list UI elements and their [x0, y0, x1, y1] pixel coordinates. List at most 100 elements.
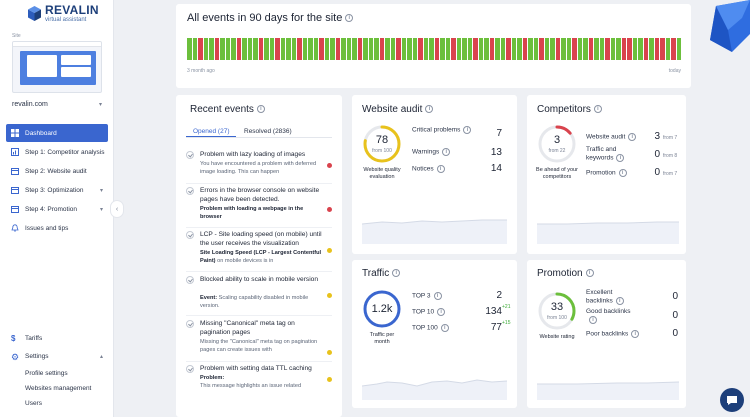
- nav-issues-tips[interactable]: Issues and tips: [6, 219, 108, 237]
- timeline-day-bar[interactable]: [396, 38, 401, 60]
- nav-promotion[interactable]: Step 4: Promotion ▾: [6, 200, 108, 218]
- timeline-day-bar[interactable]: [407, 38, 412, 60]
- check-icon[interactable]: [186, 231, 194, 239]
- nav-website-audit[interactable]: Step 2: Website audit: [6, 162, 108, 180]
- timeline-day-bar[interactable]: [341, 38, 346, 60]
- nav-competitor-analysis[interactable]: Step 1: Competitor analysis: [6, 143, 108, 161]
- info-icon[interactable]: i: [425, 105, 434, 114]
- timeline-day-bar[interactable]: [258, 38, 263, 60]
- timeline-day-bar[interactable]: [434, 38, 439, 60]
- timeline-day-bar[interactable]: [236, 38, 241, 60]
- timeline-day-bar[interactable]: [544, 38, 549, 60]
- timeline-day-bar[interactable]: [275, 38, 280, 60]
- timeline-day-bar[interactable]: [368, 38, 373, 60]
- timeline-day-bar[interactable]: [225, 38, 230, 60]
- timeline-day-bar[interactable]: [401, 38, 406, 60]
- info-icon[interactable]: i: [345, 14, 354, 23]
- timeline-day-bar[interactable]: [528, 38, 533, 60]
- info-icon[interactable]: i: [440, 324, 449, 332]
- nav-users[interactable]: Users: [25, 400, 42, 407]
- event-item[interactable]: Blocked ability to scale in mobile versi…: [186, 276, 336, 314]
- timeline-day-bar[interactable]: [363, 38, 368, 60]
- timeline-day-bar[interactable]: [478, 38, 483, 60]
- event-item[interactable]: Problem with lazy loading of images You …: [186, 151, 336, 183]
- timeline-day-bar[interactable]: [335, 38, 340, 60]
- collapse-sidebar-button[interactable]: ‹: [110, 200, 124, 218]
- timeline-day-bar[interactable]: [583, 38, 588, 60]
- timeline-day-bar[interactable]: [462, 38, 467, 60]
- check-icon[interactable]: [186, 151, 194, 159]
- timeline-day-bar[interactable]: [390, 38, 395, 60]
- check-icon[interactable]: [186, 276, 194, 284]
- timeline-day-bar[interactable]: [286, 38, 291, 60]
- timeline-day-bar[interactable]: [319, 38, 324, 60]
- timeline-day-bar[interactable]: [594, 38, 599, 60]
- site-selector[interactable]: revalin.com ▾: [12, 101, 102, 108]
- timeline-day-bar[interactable]: [522, 38, 527, 60]
- info-icon[interactable]: i: [392, 269, 401, 278]
- timeline-day-bar[interactable]: [649, 38, 654, 60]
- event-item[interactable]: Missing "Canonical" meta tag on paginati…: [186, 320, 336, 358]
- check-icon[interactable]: [186, 365, 194, 373]
- tab-opened[interactable]: Opened (27): [193, 128, 230, 135]
- nav-profile-settings[interactable]: Profile settings: [25, 370, 68, 377]
- timeline-day-bar[interactable]: [220, 38, 225, 60]
- timeline-day-bar[interactable]: [313, 38, 318, 60]
- info-icon[interactable]: i: [437, 308, 446, 316]
- timeline-day-bar[interactable]: [264, 38, 269, 60]
- timeline-day-bar[interactable]: [654, 38, 659, 60]
- timeline-day-bar[interactable]: [577, 38, 582, 60]
- timeline-day-bar[interactable]: [209, 38, 214, 60]
- nav-websites-management[interactable]: Websites management: [25, 385, 92, 392]
- timeline-day-bar[interactable]: [561, 38, 566, 60]
- timeline-day-bar[interactable]: [627, 38, 632, 60]
- timeline-day-bar[interactable]: [467, 38, 472, 60]
- timeline-day-bar[interactable]: [379, 38, 384, 60]
- timeline-day-bar[interactable]: [418, 38, 423, 60]
- event-item[interactable]: LCP - Site loading speed (on mobile) unt…: [186, 231, 336, 271]
- site-thumbnail[interactable]: [12, 41, 102, 93]
- timeline-day-bar[interactable]: [346, 38, 351, 60]
- timeline-day-bar[interactable]: [423, 38, 428, 60]
- info-icon[interactable]: i: [442, 148, 451, 156]
- timeline-day-bar[interactable]: [445, 38, 450, 60]
- info-icon[interactable]: i: [616, 154, 625, 162]
- timeline-day-bar[interactable]: [456, 38, 461, 60]
- timeline-day-bar[interactable]: [517, 38, 522, 60]
- timeline-day-bar[interactable]: [484, 38, 489, 60]
- timeline-day-bar[interactable]: [247, 38, 252, 60]
- timeline-day-bar[interactable]: [302, 38, 307, 60]
- timeline-day-bar[interactable]: [550, 38, 555, 60]
- timeline-day-bar[interactable]: [308, 38, 313, 60]
- timeline-day-bar[interactable]: [352, 38, 357, 60]
- info-icon[interactable]: i: [618, 169, 627, 177]
- timeline-day-bar[interactable]: [660, 38, 665, 60]
- info-icon[interactable]: i: [615, 297, 624, 305]
- timeline-day-bar[interactable]: [198, 38, 203, 60]
- nav-dashboard[interactable]: Dashboard: [6, 124, 108, 142]
- timeline-day-bar[interactable]: [643, 38, 648, 60]
- check-icon[interactable]: [186, 320, 194, 328]
- timeline-day-bar[interactable]: [412, 38, 417, 60]
- timeline-day-bar[interactable]: [187, 38, 192, 60]
- event-item[interactable]: Problem with setting data TTL caching Pr…: [186, 365, 336, 395]
- timeline-day-bar[interactable]: [385, 38, 390, 60]
- timeline-day-bar[interactable]: [500, 38, 505, 60]
- timeline-day-bar[interactable]: [291, 38, 296, 60]
- info-icon[interactable]: i: [631, 330, 640, 338]
- timeline-day-bar[interactable]: [605, 38, 610, 60]
- timeline-day-bar[interactable]: [506, 38, 511, 60]
- timeline-day-bar[interactable]: [671, 38, 676, 60]
- timeline-day-bar[interactable]: [357, 38, 362, 60]
- info-icon[interactable]: i: [585, 269, 594, 278]
- tab-resolved[interactable]: Resolved (2836): [244, 128, 292, 135]
- timeline-day-bar[interactable]: [638, 38, 643, 60]
- nav-tariffs[interactable]: $ Tariffs: [6, 330, 108, 347]
- nav-settings[interactable]: ⚙ Settings ▴: [6, 348, 108, 365]
- event-item[interactable]: Errors in the browser console on website…: [186, 187, 336, 227]
- info-icon[interactable]: i: [589, 316, 597, 324]
- timeline-day-bar[interactable]: [330, 38, 335, 60]
- info-icon[interactable]: i: [256, 105, 265, 114]
- timeline-day-bar[interactable]: [473, 38, 478, 60]
- chat-button[interactable]: [720, 388, 744, 412]
